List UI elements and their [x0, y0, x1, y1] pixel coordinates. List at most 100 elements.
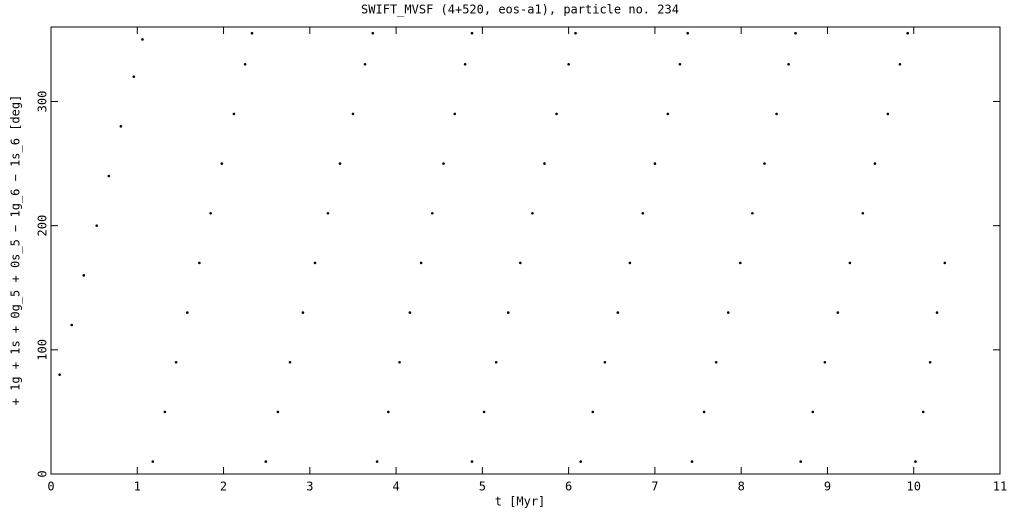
point — [82, 274, 86, 277]
point — [531, 211, 534, 215]
point — [107, 174, 111, 178]
point — [351, 112, 355, 116]
point — [678, 62, 682, 66]
point — [243, 62, 247, 66]
point — [886, 112, 890, 116]
x-tick-label: 1 — [134, 480, 141, 494]
point — [739, 261, 742, 265]
point — [95, 224, 99, 227]
point — [375, 460, 379, 463]
point — [906, 31, 909, 35]
y-tick-label: 100 — [36, 339, 50, 361]
point — [163, 410, 167, 414]
point — [132, 75, 136, 78]
point — [714, 360, 718, 364]
plot-frame — [50, 26, 1001, 475]
point — [579, 460, 583, 463]
x-tick-label: 2 — [220, 480, 227, 494]
point — [686, 31, 689, 35]
point — [702, 410, 706, 414]
point — [787, 62, 790, 66]
point — [186, 311, 189, 314]
point — [494, 360, 498, 364]
point — [198, 261, 201, 265]
x-tick-label: 0 — [47, 480, 54, 494]
x-tick-label: 11 — [993, 480, 1007, 494]
point — [943, 261, 947, 265]
point — [220, 162, 224, 165]
point — [519, 261, 522, 265]
point — [775, 112, 778, 116]
point — [506, 311, 510, 314]
point — [264, 460, 268, 463]
point — [276, 410, 280, 414]
x-tick-label: 4 — [392, 480, 399, 494]
point — [470, 460, 474, 463]
point — [419, 261, 423, 265]
point — [119, 125, 123, 128]
x-tick-label: 10 — [907, 480, 921, 494]
point — [921, 410, 925, 414]
point — [603, 360, 607, 364]
x-tick-label: 5 — [479, 480, 486, 494]
point — [574, 31, 577, 35]
x-tick-label: 9 — [824, 480, 831, 494]
point — [301, 311, 305, 314]
point — [794, 31, 797, 35]
point — [591, 410, 595, 414]
y-tick-label: 200 — [36, 215, 50, 237]
point — [442, 162, 445, 165]
point — [928, 360, 932, 364]
point — [250, 31, 254, 35]
point — [463, 62, 467, 66]
point — [232, 112, 236, 116]
point — [690, 460, 694, 463]
point — [914, 460, 917, 463]
point — [666, 112, 670, 116]
point — [58, 373, 61, 376]
point — [288, 360, 292, 364]
point — [616, 311, 620, 314]
point — [70, 323, 74, 327]
point — [653, 162, 657, 165]
y-tick-label: 300 — [36, 91, 50, 113]
x-tick-label: 3 — [306, 480, 313, 494]
point — [338, 162, 342, 165]
x-tick-label: 6 — [565, 480, 572, 494]
point — [823, 360, 827, 364]
point — [751, 211, 754, 215]
point — [470, 31, 474, 35]
point — [836, 311, 840, 314]
point — [543, 162, 546, 165]
point — [326, 211, 330, 215]
point — [408, 311, 412, 314]
chart-title: SWIFT_MVSF (4+520, eos-a1), particle no.… — [361, 3, 679, 17]
x-axis-label: t [Myr] — [495, 495, 546, 509]
point — [555, 112, 558, 116]
point — [453, 112, 457, 116]
point — [898, 62, 902, 66]
point — [141, 38, 144, 41]
point — [174, 360, 178, 364]
point — [313, 261, 317, 265]
point — [209, 211, 212, 215]
point — [387, 410, 390, 414]
point — [567, 62, 570, 66]
point — [873, 162, 877, 165]
point — [848, 261, 852, 265]
point — [628, 261, 632, 265]
point — [482, 410, 486, 414]
x-tick-label: 7 — [651, 480, 658, 494]
point — [371, 31, 375, 35]
point — [763, 162, 766, 165]
y-tick-label: 0 — [36, 470, 50, 477]
point — [861, 211, 865, 215]
x-tick-label: 8 — [738, 480, 745, 494]
point — [811, 410, 815, 414]
point — [398, 360, 401, 364]
point — [151, 460, 155, 463]
point — [799, 460, 803, 463]
point — [431, 211, 434, 215]
point — [935, 311, 939, 314]
